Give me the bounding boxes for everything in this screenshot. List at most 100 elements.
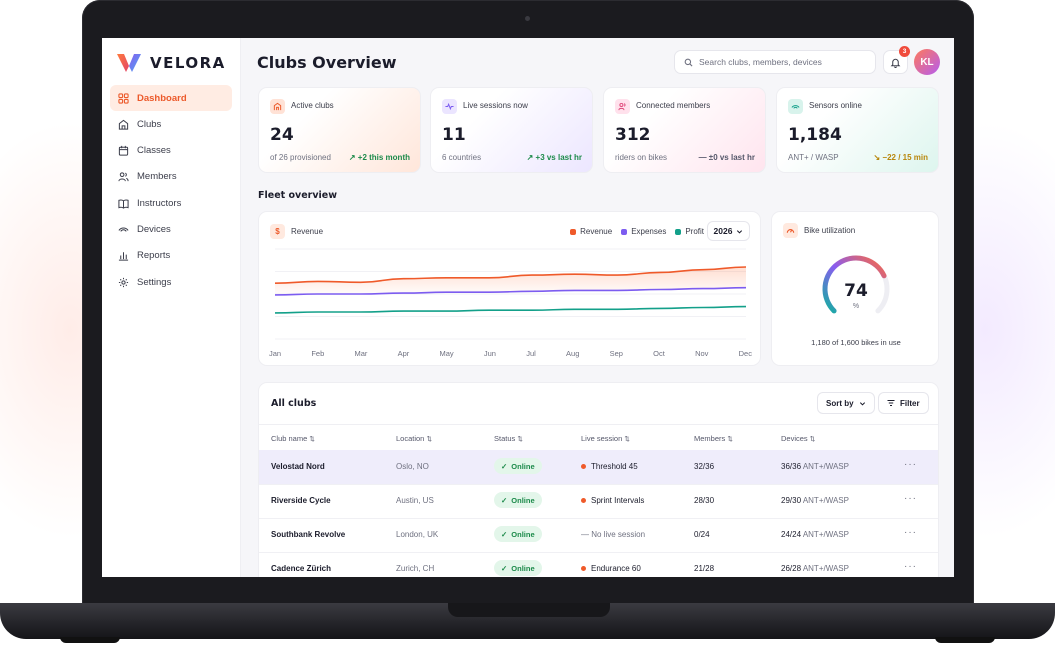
signal-icon — [788, 99, 803, 114]
revenue-title: Revenue — [291, 227, 324, 236]
sidebar-item-classes[interactable]: Classes — [110, 138, 232, 164]
members-count: 32/36 — [694, 462, 715, 471]
col-devices[interactable]: Devices ⇅ — [781, 434, 816, 443]
club-location: Oslo, NO — [396, 462, 429, 471]
signal-icon — [118, 227, 129, 232]
laptop-foot — [60, 637, 120, 643]
check-icon: ✓ — [501, 529, 508, 539]
col-location[interactable]: Location ⇅ — [396, 434, 432, 443]
col-club-name[interactable]: Club name ⇅ — [271, 434, 315, 443]
sidebar-item-dashboard[interactable]: Dashboard — [110, 85, 232, 111]
search-input[interactable]: Search clubs, members, devices — [674, 50, 876, 74]
col-status[interactable]: Status ⇅ — [494, 434, 523, 443]
club-name[interactable]: Southbank Revolve — [271, 530, 346, 539]
year-value: 2026 — [713, 226, 733, 236]
chevron-down-icon — [859, 401, 865, 406]
kpi-delta: ↗ +2 this month — [349, 153, 410, 162]
legend-item[interactable]: Expenses — [621, 227, 666, 236]
row-actions-button[interactable]: ··· — [904, 527, 917, 538]
row-actions-button[interactable]: ··· — [904, 459, 917, 470]
row-actions-button[interactable]: ··· — [904, 561, 917, 572]
club-name[interactable]: Velostad Nord — [271, 462, 325, 471]
col-members[interactable]: Members ⇅ — [694, 434, 733, 443]
brand-name: VELORA — [150, 54, 226, 72]
filter-button[interactable]: Filter — [878, 392, 929, 414]
sidebar-item-label: Settings — [137, 276, 172, 288]
gauge-fill — [822, 255, 887, 314]
sidebar-item-instructors[interactable]: Instructors — [110, 190, 232, 216]
filter-label: Filter — [900, 398, 920, 408]
bell-icon — [890, 58, 901, 68]
sort-icon: ⇅ — [727, 436, 733, 443]
sidebar-item-clubs[interactable]: Clubs — [110, 111, 232, 137]
check-icon: ✓ — [501, 495, 508, 505]
sidebar-item-reports[interactable]: Reports — [110, 243, 232, 269]
kpi-card-active-clubs[interactable]: Active clubs 24 of 26 provisioned ↗ +2 t… — [258, 87, 421, 173]
notification-badge: 3 — [899, 46, 910, 57]
members-count: 0/24 — [694, 530, 710, 539]
sidebar: VELORA Dashboard Clubs Classes Members I… — [102, 38, 241, 577]
club-name[interactable]: Cadence Zürich — [271, 564, 332, 573]
search-placeholder: Search clubs, members, devices — [699, 57, 822, 67]
x-tick-label: Nov — [695, 349, 709, 358]
kpi-card-live-sessions[interactable]: Live sessions now 11 6 countries ↗ +3 vs… — [430, 87, 593, 173]
sort-icon: ⇅ — [517, 436, 523, 443]
notifications-button[interactable] — [883, 50, 908, 74]
sidebar-item-members[interactable]: Members — [110, 164, 232, 190]
home-icon — [118, 119, 129, 130]
kpi-card-connected-members[interactable]: Connected members 312 riders on bikes — … — [603, 87, 766, 173]
kpi-delta: ↘ −22 / 15 min — [873, 153, 928, 162]
sort-icon: ⇅ — [309, 436, 315, 443]
gear-icon — [118, 277, 129, 287]
row-actions-button[interactable]: ··· — [904, 493, 917, 504]
live-session: Sprint Intervals — [581, 496, 644, 505]
x-tick-label: Jan — [269, 349, 282, 358]
kpi-card-sensors-online[interactable]: Sensors online 1,184 ANT+ / WASP ↘ −22 /… — [776, 87, 939, 173]
table-row[interactable]: Southbank Revolve London, UK ✓ Online — N… — [259, 518, 938, 553]
kpi-delta-text: ±0 vs last hr — [708, 153, 755, 162]
kpi-label: Active clubs — [291, 101, 334, 110]
gauge-unit: % — [852, 303, 860, 310]
users-icon — [118, 172, 129, 182]
table-row[interactable]: Riverside Cycle Austin, US ✓ Online Sprin… — [259, 484, 938, 519]
avatar[interactable]: KL — [914, 49, 940, 75]
legend-label: Profit — [685, 227, 704, 236]
revenue-card: $ Revenue Revenue Expenses Profit 2026 J… — [258, 211, 761, 366]
book-icon — [118, 199, 129, 209]
live-session: Endurance 60 — [581, 564, 641, 573]
table-header: Club name ⇅ Location ⇅ Status ⇅ Live ses… — [259, 424, 938, 452]
devices-count: 36/36 ANT+/WASP — [781, 462, 849, 471]
legend-item[interactable]: Revenue — [570, 227, 612, 236]
legend-label: Revenue — [580, 227, 613, 236]
sidebar-item-settings[interactable]: Settings — [110, 269, 232, 295]
sidebar-item-label: Devices — [137, 223, 171, 235]
brand-logo[interactable]: VELORA — [116, 52, 226, 74]
legend-item[interactable]: Profit — [675, 227, 704, 236]
legend-label: Expenses — [631, 227, 667, 236]
sort-button[interactable]: Sort by — [817, 392, 875, 414]
bar-chart-icon — [118, 252, 129, 261]
x-tick-label: Feb — [311, 349, 325, 358]
gauge-subtext: 1,180 of 1,600 bikes in use — [811, 338, 901, 347]
x-tick-label: Mar — [354, 349, 368, 358]
table-title: All clubs — [271, 398, 317, 409]
x-tick-label: Sep — [609, 349, 623, 358]
kpi-subtext: ANT+ / WASP — [788, 153, 839, 162]
sidebar-nav: Dashboard Clubs Classes Members Instruct… — [110, 85, 232, 295]
revenue-chart — [274, 248, 747, 340]
calendar-icon — [118, 146, 129, 156]
grid-icon — [118, 92, 129, 104]
camera — [525, 16, 530, 21]
table-row[interactable]: Velostad Nord Oslo, NO ✓ Online Threshold… — [259, 450, 938, 485]
check-icon: ✓ — [501, 461, 508, 471]
kpi-label: Live sessions now — [463, 101, 528, 110]
section-title: Fleet overview — [258, 190, 337, 201]
sidebar-item-devices[interactable]: Devices — [110, 216, 232, 242]
sort-label: Sort by — [826, 398, 854, 408]
table-row[interactable]: Cadence Zürich Zurich, CH ✓ Online Endura… — [259, 552, 938, 577]
gauge-value: 74 — [844, 281, 868, 301]
year-select[interactable]: 2026 — [707, 221, 750, 241]
club-name[interactable]: Riverside Cycle — [271, 496, 331, 505]
col-live-session[interactable]: Live session ⇅ — [581, 434, 630, 443]
kpi-label: Sensors online — [809, 101, 862, 110]
